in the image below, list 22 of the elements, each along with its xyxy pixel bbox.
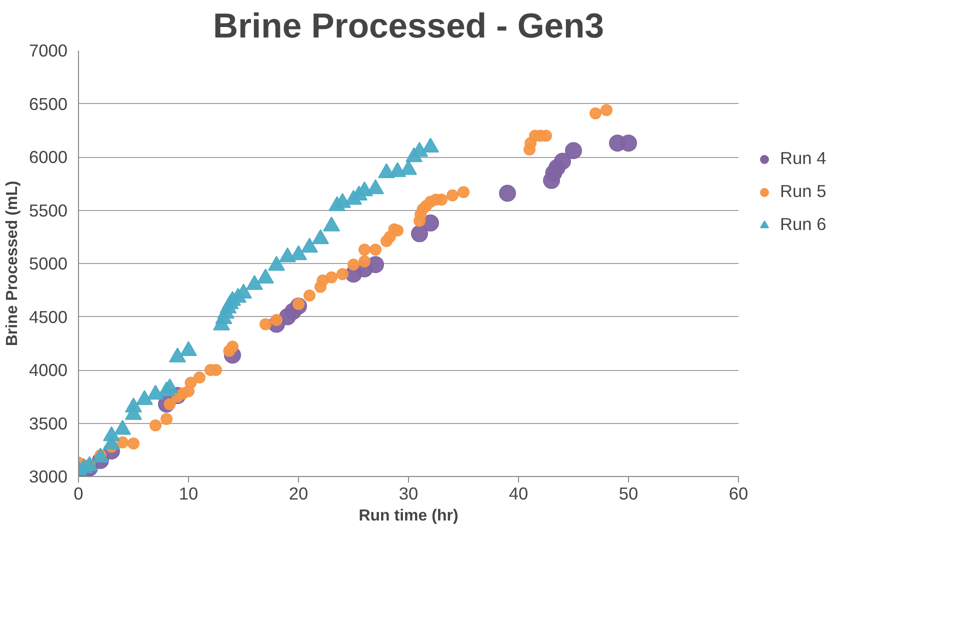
x-tick-label: 40 [508, 484, 528, 504]
y-tick-label: 5000 [28, 254, 68, 274]
y-tick-label: 4000 [28, 360, 68, 380]
x-axis-title: Run time (hr) [358, 508, 458, 524]
x-tick-label: 20 [288, 484, 308, 504]
y-tick-label: 7000 [28, 40, 68, 60]
y-tick-label: 6000 [28, 147, 68, 167]
x-tick-label: 10 [178, 484, 198, 504]
legend-label: Run 4 [780, 148, 826, 169]
legend-label: Run 6 [780, 214, 826, 235]
y-axis-title: Brine Processed (mL) [4, 180, 21, 346]
y-tick-label: 3500 [28, 413, 68, 434]
y-tick-label: 5500 [28, 200, 68, 220]
y-tick-label: 6500 [28, 94, 68, 114]
x-tick-label: 30 [398, 484, 418, 504]
legend-label: Run 5 [780, 181, 826, 202]
x-tick-label: 60 [728, 484, 748, 504]
y-tick-label: 4500 [28, 306, 68, 327]
x-tick-label: 50 [618, 484, 638, 504]
chart-title: Brine Processed - Gen3 [213, 8, 604, 46]
y-tick-label: 3000 [28, 466, 68, 486]
x-tick-label: 0 [74, 484, 84, 504]
